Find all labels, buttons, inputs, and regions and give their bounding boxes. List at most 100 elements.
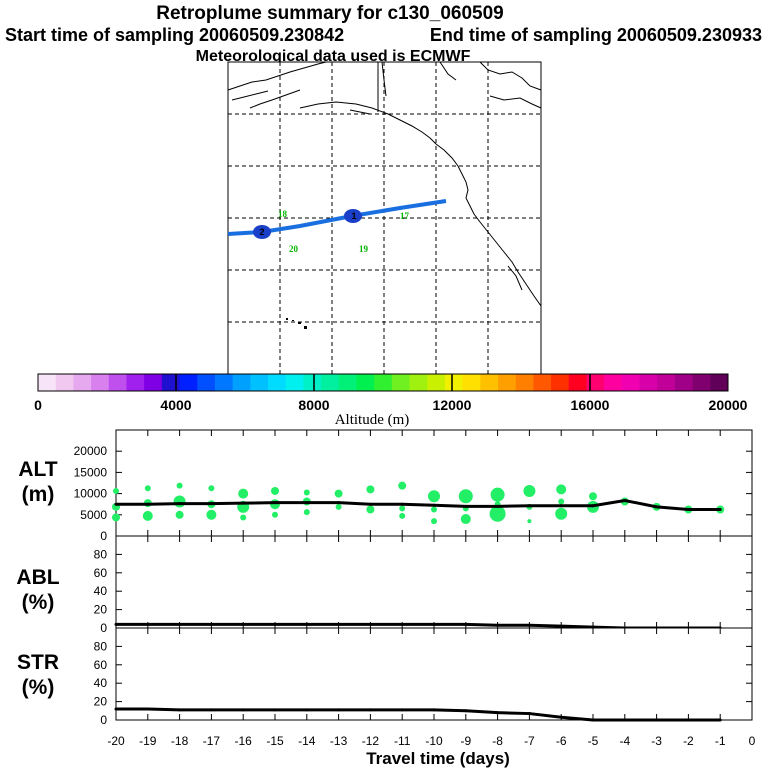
str-data-point	[273, 708, 277, 712]
altitude-cluster-point	[173, 495, 186, 508]
x-tick-label: -14	[298, 734, 316, 748]
alt-data-point	[241, 501, 245, 505]
alt-data-point	[464, 504, 468, 508]
x-tick-label: -13	[330, 734, 348, 748]
altitude-cluster-point	[399, 512, 406, 519]
y-tick-label: 0	[100, 713, 107, 727]
x-tick-label: -19	[139, 734, 157, 748]
colorbar-cell	[55, 374, 74, 391]
colorbar-cell	[179, 374, 198, 391]
str-data-point	[241, 708, 245, 712]
colorbar-cell	[462, 374, 481, 391]
str-ylabel-unit: (%)	[22, 676, 55, 699]
end-time-label: End time of sampling 20060509.230933	[430, 25, 762, 45]
str-data-point	[337, 708, 341, 712]
str-series-line	[116, 707, 721, 722]
alt-data-point	[114, 502, 118, 506]
colorbar-tick-label: 16000	[571, 397, 610, 413]
str-data-point	[591, 718, 595, 722]
met-data-label: Meteorological data used is ECMWF	[196, 48, 471, 65]
altitude-cluster-point	[238, 488, 249, 499]
str-data-point	[432, 708, 436, 712]
day-label-17: 17	[400, 211, 410, 221]
abl-data-point	[178, 622, 182, 626]
colorbar-cell	[232, 374, 251, 391]
alt-ylabel: ALT	[18, 458, 57, 481]
alt-data-point	[209, 502, 213, 506]
colorbar-cell	[604, 374, 623, 391]
colorbar-cell	[498, 374, 517, 391]
alt-data-point	[368, 502, 372, 506]
day-labels: 17 18 19 20	[278, 209, 410, 254]
abl-data-point	[209, 622, 213, 626]
abl-data-point	[273, 622, 277, 626]
altitude-cluster-point	[589, 492, 597, 501]
x-tick-label: -15	[266, 734, 284, 748]
alt-data-point	[655, 505, 659, 509]
x-tick-label: -10	[425, 734, 443, 748]
abl-data-point	[527, 623, 531, 627]
altitude-cluster-point	[175, 510, 184, 519]
colorbar-cell	[268, 374, 287, 391]
x-tick-label: -8	[492, 734, 503, 748]
alt-panel: 0 5000 10000 15000 20000	[74, 429, 753, 543]
altitude-cluster-point	[399, 505, 406, 512]
str-data-point	[559, 715, 563, 719]
colorbar-cell	[38, 374, 57, 391]
abl-data-point	[368, 622, 372, 626]
abl-data-point	[496, 623, 500, 627]
x-tick-label: -20	[107, 734, 125, 748]
colorbar-tick-label: 12000	[433, 397, 472, 413]
day-label-18: 18	[278, 209, 288, 219]
colorbar-cell	[710, 374, 729, 391]
x-tick-label: -9	[460, 734, 471, 748]
y-tick-label: 5000	[80, 508, 107, 522]
altitude-cluster-point	[112, 513, 120, 522]
y-tick-label: 80	[94, 547, 108, 561]
colorbar-ticks: 0 4000 8000 12000 16000 20000	[34, 374, 748, 413]
alt-data-point	[305, 501, 309, 505]
str-data-point	[527, 712, 531, 716]
figure-title: Retroplume summary for c130_060509	[156, 3, 503, 24]
colorbar-cell	[409, 374, 428, 391]
altitude-cluster-point	[398, 481, 407, 490]
colorbar-cell	[444, 374, 464, 391]
alt-data-point	[527, 504, 531, 508]
y-tick-label: 80	[94, 639, 108, 653]
trajectory-layer: 21	[227, 199, 447, 239]
x-tick-label: -17	[203, 734, 221, 748]
colorbar-cell	[391, 374, 411, 391]
altitude-cluster-point	[460, 514, 471, 525]
colorbar-cell	[692, 374, 711, 391]
str-panel: 0 20 40 60 80	[94, 627, 753, 727]
altitude-cluster-point	[208, 485, 215, 492]
colorbar-cells	[38, 374, 729, 391]
x-tick-label: -16	[235, 734, 253, 748]
colorbar-cell	[250, 374, 269, 391]
str-data-point	[496, 711, 500, 715]
str-data-point	[368, 708, 372, 712]
colorbar-cell	[126, 374, 145, 391]
altitude-cluster-point	[272, 511, 278, 518]
alt-ylabel-unit: (m)	[22, 483, 55, 506]
altitude-cluster-point	[523, 484, 536, 497]
altitude-cluster-point	[240, 514, 247, 521]
altitude-cluster-point	[271, 486, 279, 495]
colorbar-cell	[197, 374, 216, 391]
colorbar-tick-label: 20000	[709, 397, 748, 413]
colorbar-cell	[321, 374, 340, 391]
altitude-cluster-point	[335, 503, 342, 510]
map-panel: 21 17 18 19 20	[227, 61, 542, 375]
alt-data-point	[623, 498, 627, 502]
str-data-point	[464, 709, 468, 713]
colorbar-cell	[568, 374, 587, 391]
abl-data-point	[559, 624, 563, 628]
altitude-cluster-point	[303, 509, 310, 516]
x-tick-label: -7	[524, 734, 535, 748]
y-tick-label: 40	[94, 676, 108, 690]
str-data-point	[178, 708, 182, 712]
colorbar-cell	[303, 374, 322, 391]
altitude-cluster-point	[527, 519, 532, 524]
colorbar-cell	[108, 374, 127, 391]
